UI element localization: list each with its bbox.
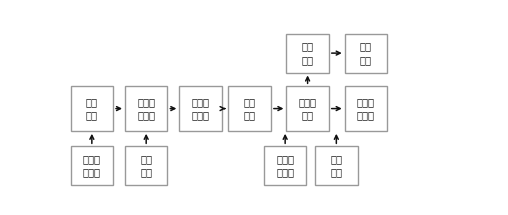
Bar [125, 86, 168, 131]
Text: 多丝正
比室: 多丝正 比室 [299, 97, 316, 120]
Bar [125, 146, 168, 185]
Bar [264, 146, 306, 185]
Text: 气体净
化装置: 气体净 化装置 [192, 97, 209, 120]
Text: 高压
装置: 高压 装置 [330, 154, 342, 177]
Text: 工作
气体: 工作 气体 [140, 154, 152, 177]
Text: 电磁
气阀: 电磁 气阀 [302, 41, 313, 65]
Text: 数据获
取系统: 数据获 取系统 [357, 97, 375, 120]
Bar [344, 34, 387, 73]
Bar [229, 86, 271, 131]
Bar [179, 86, 222, 131]
Text: 电磁
气阀: 电磁 气阀 [244, 97, 256, 120]
Text: 气压测
量装置: 气压测 量装置 [276, 154, 294, 177]
Text: 抽气
装置: 抽气 装置 [86, 97, 98, 120]
Text: 排气
装置: 排气 装置 [360, 41, 372, 65]
Bar [287, 34, 329, 73]
Bar [344, 86, 387, 131]
Bar [71, 146, 113, 185]
Bar [287, 86, 329, 131]
Text: 气体混
合装置: 气体混 合装置 [137, 97, 155, 120]
Bar [315, 146, 358, 185]
Text: 含气态
氚空气: 含气态 氚空气 [83, 154, 101, 177]
Bar [71, 86, 113, 131]
